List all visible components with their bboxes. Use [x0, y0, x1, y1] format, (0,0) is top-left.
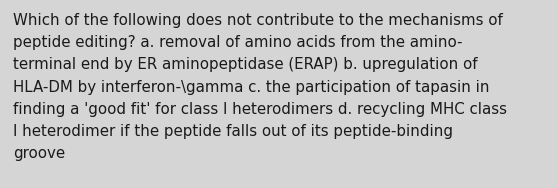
Text: Which of the following does not contribute to the mechanisms of: Which of the following does not contribu… [13, 13, 503, 28]
Text: peptide editing? a. removal of amino acids from the amino-: peptide editing? a. removal of amino aci… [13, 35, 463, 50]
Text: groove: groove [13, 146, 65, 161]
Text: HLA-DM by interferon-\gamma c. the participation of tapasin in: HLA-DM by interferon-\gamma c. the parti… [13, 80, 489, 95]
Text: terminal end by ER aminopeptidase (ERAP) b. upregulation of: terminal end by ER aminopeptidase (ERAP)… [13, 57, 478, 72]
Text: finding a 'good fit' for class I heterodimers d. recycling MHC class: finding a 'good fit' for class I heterod… [13, 102, 507, 117]
Text: I heterodimer if the peptide falls out of its peptide-binding: I heterodimer if the peptide falls out o… [13, 124, 453, 139]
